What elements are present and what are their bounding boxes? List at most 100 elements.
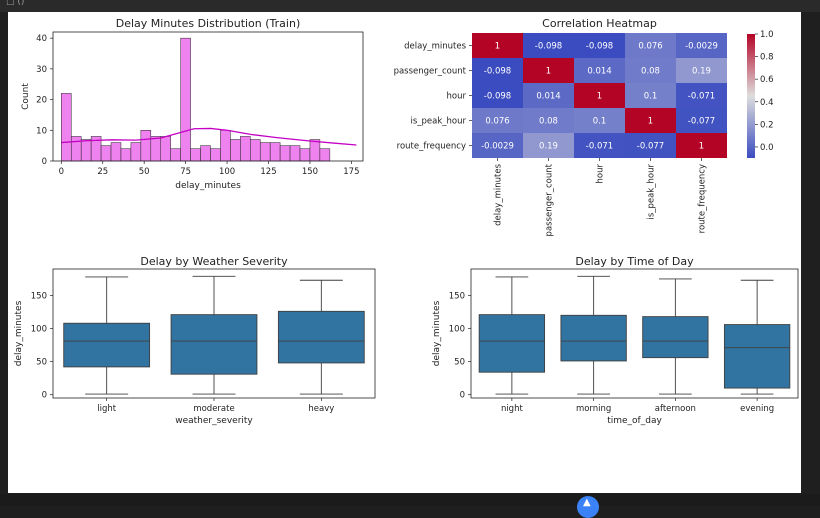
colorbar-tick-label: 0.0 — [760, 143, 774, 153]
heatmap-cell — [676, 133, 727, 158]
hist-bar — [150, 136, 162, 162]
timeofday-ytick-label: 0 — [460, 391, 465, 401]
timeofday-ytick-label: 150 — [449, 291, 465, 301]
heatmap-cell-label: -0.071 — [586, 142, 613, 152]
heatmap-cell-label: 0.014 — [587, 67, 611, 77]
timeofday-box — [478, 314, 546, 373]
hist-frame — [52, 31, 364, 162]
hist-ytick-label: 0 — [42, 157, 47, 167]
heatmap-cell-label: 0.19 — [692, 67, 711, 77]
timeofday-frame — [470, 268, 799, 399]
notebook-toolbar: □ () — [0, 0, 820, 12]
timeofday-ytick-label: 50 — [454, 358, 465, 368]
hist-bar — [250, 139, 261, 162]
hist-bar — [200, 145, 211, 162]
heatmap-cell — [574, 83, 625, 108]
hist-bar — [299, 148, 311, 162]
weather-ylabel: delay_minutes — [14, 300, 24, 366]
heatmap-col-label: hour — [596, 164, 606, 184]
heatmap-row-label: passenger_count — [394, 67, 467, 77]
heatmap-cell-label: -0.098 — [535, 42, 562, 52]
timeofday-title: Delay by Time of Day — [575, 255, 694, 268]
weather-xtick-label: light — [97, 404, 117, 414]
heatmap-cell-label: -0.098 — [586, 42, 613, 52]
toolbar-text: □ () — [6, 0, 25, 7]
heatmap-cell — [676, 58, 727, 83]
hist-bar — [319, 148, 331, 162]
heatmap-cell-label: 0.08 — [539, 117, 558, 127]
colorbar-tick-label: 0.2 — [760, 120, 774, 130]
heatmap-cell — [574, 58, 625, 83]
heatmap-cell — [472, 83, 523, 108]
hist-bar — [309, 139, 321, 162]
heatmap-cell — [523, 83, 574, 108]
heatmap-col-label: is_peak_hour — [647, 163, 657, 219]
heatmap-cell-label: 0.076 — [638, 42, 662, 52]
hist-bar — [120, 148, 132, 162]
hist-xtick-label: 75 — [180, 167, 191, 177]
hist-bar — [190, 148, 201, 162]
hist-bar — [279, 145, 291, 162]
timeofday-xtick-label: night — [501, 404, 524, 414]
heatmap-row-label: route_frequency — [397, 142, 466, 152]
weather-ytick-label: 150 — [31, 291, 47, 301]
heatmap-cell-label: -0.077 — [688, 117, 715, 127]
timeofday-xtick-label: morning — [576, 404, 611, 414]
hist-xtick-label: 125 — [260, 167, 276, 177]
colorbar-tick-label: 0.4 — [760, 98, 774, 108]
timeofday-box — [560, 314, 627, 362]
heatmap-cell-label: 0.08 — [641, 67, 660, 77]
hist-ytick-label: 10 — [36, 126, 47, 136]
hist-bar — [140, 130, 152, 162]
heatmap-cell — [625, 58, 676, 83]
heatmap-cell — [625, 33, 676, 58]
weather-ytick-label: 0 — [42, 391, 47, 401]
heatmap-cell-label: 0.1 — [593, 117, 607, 127]
heatmap-cell-label: 0.1 — [644, 92, 658, 102]
weather-box — [170, 314, 258, 375]
figure-svg: Delay Minutes Distribution (Train) 0 25 50 7… — [14, 17, 799, 426]
weather-box — [277, 310, 365, 364]
heatmap-cell — [472, 58, 523, 83]
timeofday-xlabel: time_of_day — [607, 416, 662, 426]
hist-bar — [100, 145, 112, 162]
hist-bar — [259, 142, 271, 162]
timeofday-ylabel: delay_minutes — [432, 300, 442, 366]
heatmap-col-label: route_frequency — [698, 164, 708, 233]
heatmap-cell — [523, 133, 574, 158]
heatmap-title: Correlation Heatmap — [542, 17, 657, 30]
hist-bar — [269, 142, 281, 162]
timeofday-xtick-label: evening — [740, 404, 774, 414]
hist-xtick-label: 0 — [59, 167, 64, 177]
hist-bar — [220, 130, 231, 162]
weather-frame — [52, 268, 376, 399]
hist-xtick-label: 175 — [343, 167, 359, 177]
heatmap-cell — [574, 33, 625, 58]
heatmap-cell-label: 0.19 — [539, 142, 558, 152]
bottom-bar — [0, 494, 820, 506]
output-figure: Delay Minutes Distribution (Train) 0 25 50 7… — [8, 12, 801, 493]
weather-ytick-label: 100 — [31, 325, 47, 335]
timeofday-ytick-label: 100 — [449, 325, 465, 335]
heatmap-cell — [523, 58, 574, 83]
heatmap-cell — [523, 33, 574, 58]
heatmap-cell — [574, 133, 625, 158]
timeofday-xtick-label: afternoon — [655, 404, 696, 414]
hist-kde-line — [61, 127, 357, 146]
heatmap-row-label: hour — [447, 92, 467, 102]
heatmap-cell-label: 1 — [597, 92, 602, 102]
hist-xtick-label: 100 — [219, 167, 235, 177]
timeofday-box — [723, 324, 791, 389]
heatmap-cell — [472, 108, 523, 133]
hist-ylabel: Count — [21, 83, 31, 110]
hist-xlabel: delay_minutes — [175, 181, 241, 191]
hist-bar — [70, 136, 82, 162]
heatmap-cell-label: -0.0029 — [685, 42, 718, 52]
hist-bar — [240, 136, 251, 162]
hist-bar — [110, 142, 122, 162]
heatmap-row-label: delay_minutes — [404, 42, 466, 52]
hist-xtick-label: 50 — [139, 167, 150, 177]
hist-bar — [180, 37, 191, 162]
weather-xlabel: weather_severity — [175, 416, 253, 426]
heatmap-col-label: delay_minutes — [494, 163, 504, 225]
